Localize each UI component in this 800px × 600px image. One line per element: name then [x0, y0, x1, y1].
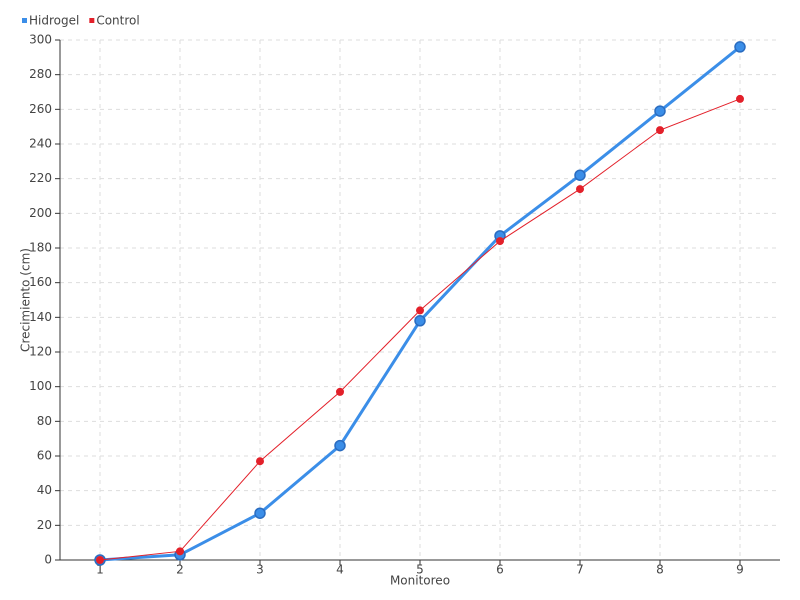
data-point	[414, 315, 426, 327]
data-point	[96, 556, 104, 564]
y-tick-label: 160	[29, 275, 52, 289]
y-tick-label: 80	[37, 414, 52, 428]
y-tick-label: 40	[37, 483, 52, 497]
legend-label: Hidrogel	[29, 14, 79, 28]
y-tick-label: 60	[37, 449, 52, 463]
data-point	[334, 439, 346, 452]
x-tick-label: 9	[736, 563, 744, 577]
x-tick-label: 8	[656, 563, 664, 577]
data-point	[336, 387, 344, 396]
x-tick-label: 6	[496, 563, 504, 577]
data-point	[176, 547, 184, 556]
x-axis-label: Monitoreo	[390, 574, 450, 588]
data-point	[416, 306, 424, 315]
y-tick-label: 180	[29, 241, 52, 255]
data-point	[256, 457, 264, 466]
y-tick-label: 200	[29, 206, 52, 220]
x-tick-label: 2	[176, 563, 184, 577]
x-tick-label: 1	[96, 563, 104, 577]
data-point	[576, 185, 584, 194]
data-point	[656, 126, 664, 135]
y-tick-label: 260	[29, 102, 52, 116]
x-tick-label: 4	[336, 563, 344, 577]
y-tick-label: 20	[37, 518, 52, 532]
data-point	[736, 94, 744, 103]
x-tick-label: 3	[256, 563, 264, 577]
legend-swatch	[22, 18, 27, 23]
y-tick-label: 0	[44, 553, 52, 567]
x-tick-label: 7	[576, 563, 584, 577]
data-point	[734, 41, 746, 53]
data-point	[574, 169, 586, 181]
y-axis-label: Crecimiento (cm)	[19, 248, 33, 352]
y-tick-label: 220	[29, 171, 52, 185]
y-tick-label: 100	[29, 379, 52, 393]
data-point	[654, 105, 666, 117]
legend-label: Control	[96, 14, 139, 28]
y-tick-label: 300	[29, 33, 52, 47]
y-tick-label: 240	[29, 137, 52, 151]
data-point	[496, 237, 504, 246]
y-tick-label: 140	[29, 310, 52, 324]
data-point	[254, 507, 266, 519]
legend-swatch	[89, 18, 95, 23]
y-tick-label: 120	[29, 345, 52, 359]
x-tick-label: 5	[416, 563, 424, 577]
y-tick-label: 280	[29, 67, 52, 81]
